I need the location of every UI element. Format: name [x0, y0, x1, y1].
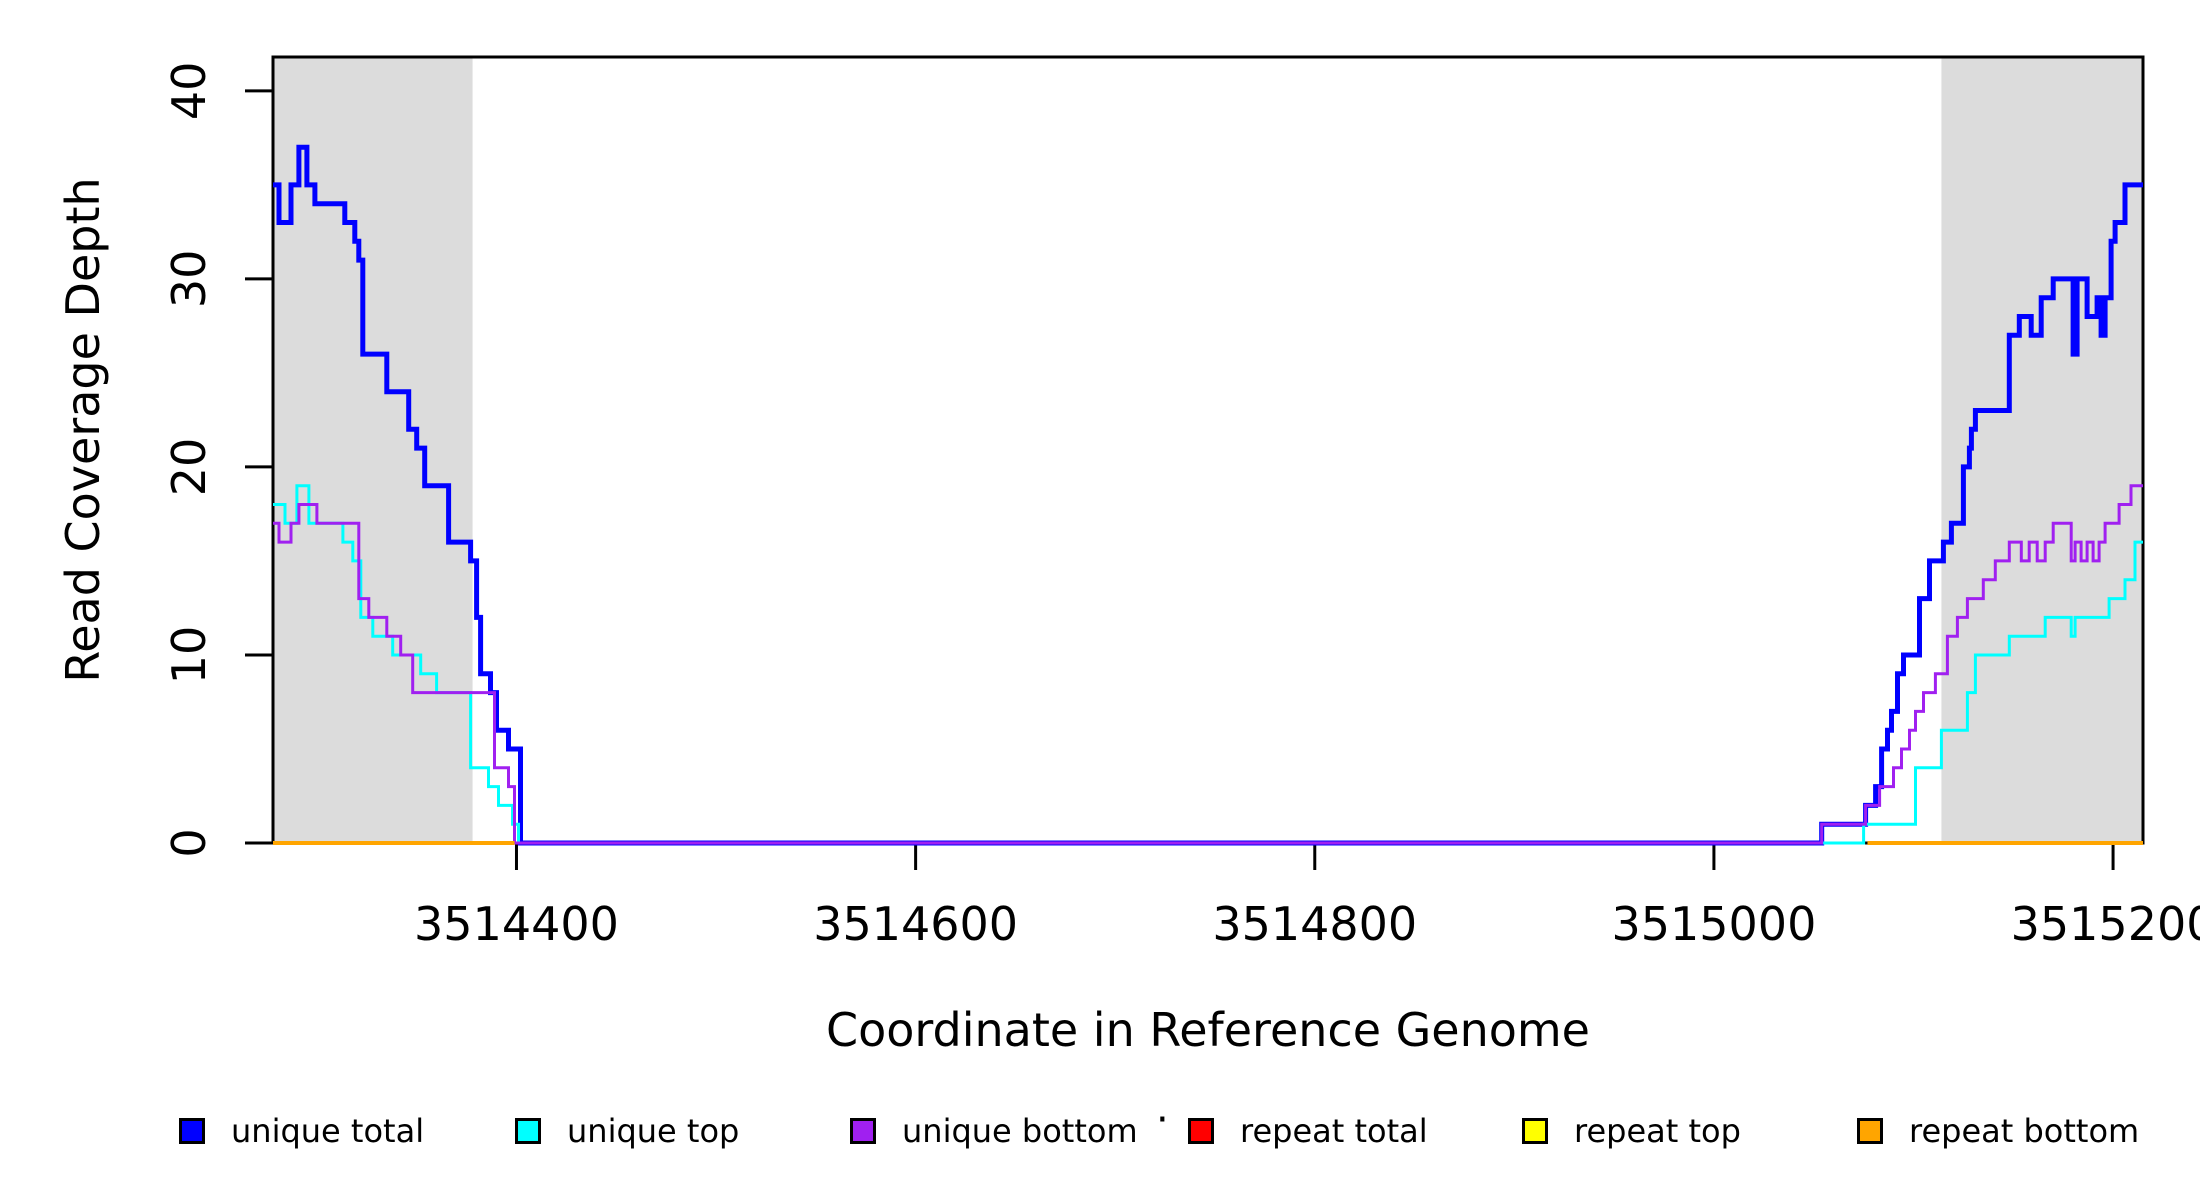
plot-box: [271, 55, 2145, 845]
legend-label-unique-top: unique top: [567, 1112, 740, 1150]
y-tick-label: 0: [162, 828, 216, 857]
legend-label-unique-bottom: unique bottom: [902, 1112, 1138, 1150]
x-tick-label: 3514600: [813, 897, 1018, 951]
legend-item-repeat-top: repeat top: [1522, 1112, 1741, 1150]
y-axis-title: Read Coverage Depth: [56, 177, 110, 683]
legend-swatch-unique-top: [515, 1118, 541, 1144]
legend-swatch-unique-bottom: [850, 1118, 876, 1144]
legend-label-repeat-total: repeat total: [1240, 1112, 1428, 1150]
stray-dot: ·: [1156, 1097, 1169, 1143]
legend-item-repeat-total: repeat total: [1188, 1112, 1428, 1150]
x-tick-label: 3514800: [1212, 897, 1417, 951]
series-unique-bottom: [273, 484, 2143, 845]
x-tick-label: 3515200: [2011, 897, 2200, 951]
legend-item-unique-bottom: unique bottom: [850, 1112, 1138, 1150]
repeat-region-band: [273, 57, 473, 843]
legend-swatch-unique-total: [179, 1118, 205, 1144]
x-tick-label: 3514400: [414, 897, 619, 951]
series-unique-total: [273, 144, 2143, 846]
legend-item-repeat-bottom: repeat bottom: [1857, 1112, 2139, 1150]
legend-label-repeat-bottom: repeat bottom: [1909, 1112, 2140, 1150]
legend-swatch-repeat-bottom: [1857, 1118, 1883, 1144]
legend-label-repeat-top: repeat top: [1574, 1112, 1741, 1150]
legend-label-unique-total: unique total: [231, 1112, 425, 1150]
legend-swatch-repeat-total: [1188, 1118, 1214, 1144]
y-tick-label: 10: [162, 626, 216, 685]
y-tick-label: 20: [162, 438, 216, 497]
series-unique-top: [273, 484, 2143, 845]
x-axis-title: Coordinate in Reference Genome: [826, 1003, 1590, 1057]
repeat-region-band: [1941, 57, 2143, 843]
legend-swatch-repeat-top: [1522, 1118, 1548, 1144]
y-tick-label: 30: [162, 250, 216, 309]
x-tick-label: 3515000: [1611, 897, 1816, 951]
legend-item-unique-top: unique top: [515, 1112, 739, 1150]
y-tick-label: 40: [162, 62, 216, 121]
legend-item-unique-total: unique total: [179, 1112, 424, 1150]
